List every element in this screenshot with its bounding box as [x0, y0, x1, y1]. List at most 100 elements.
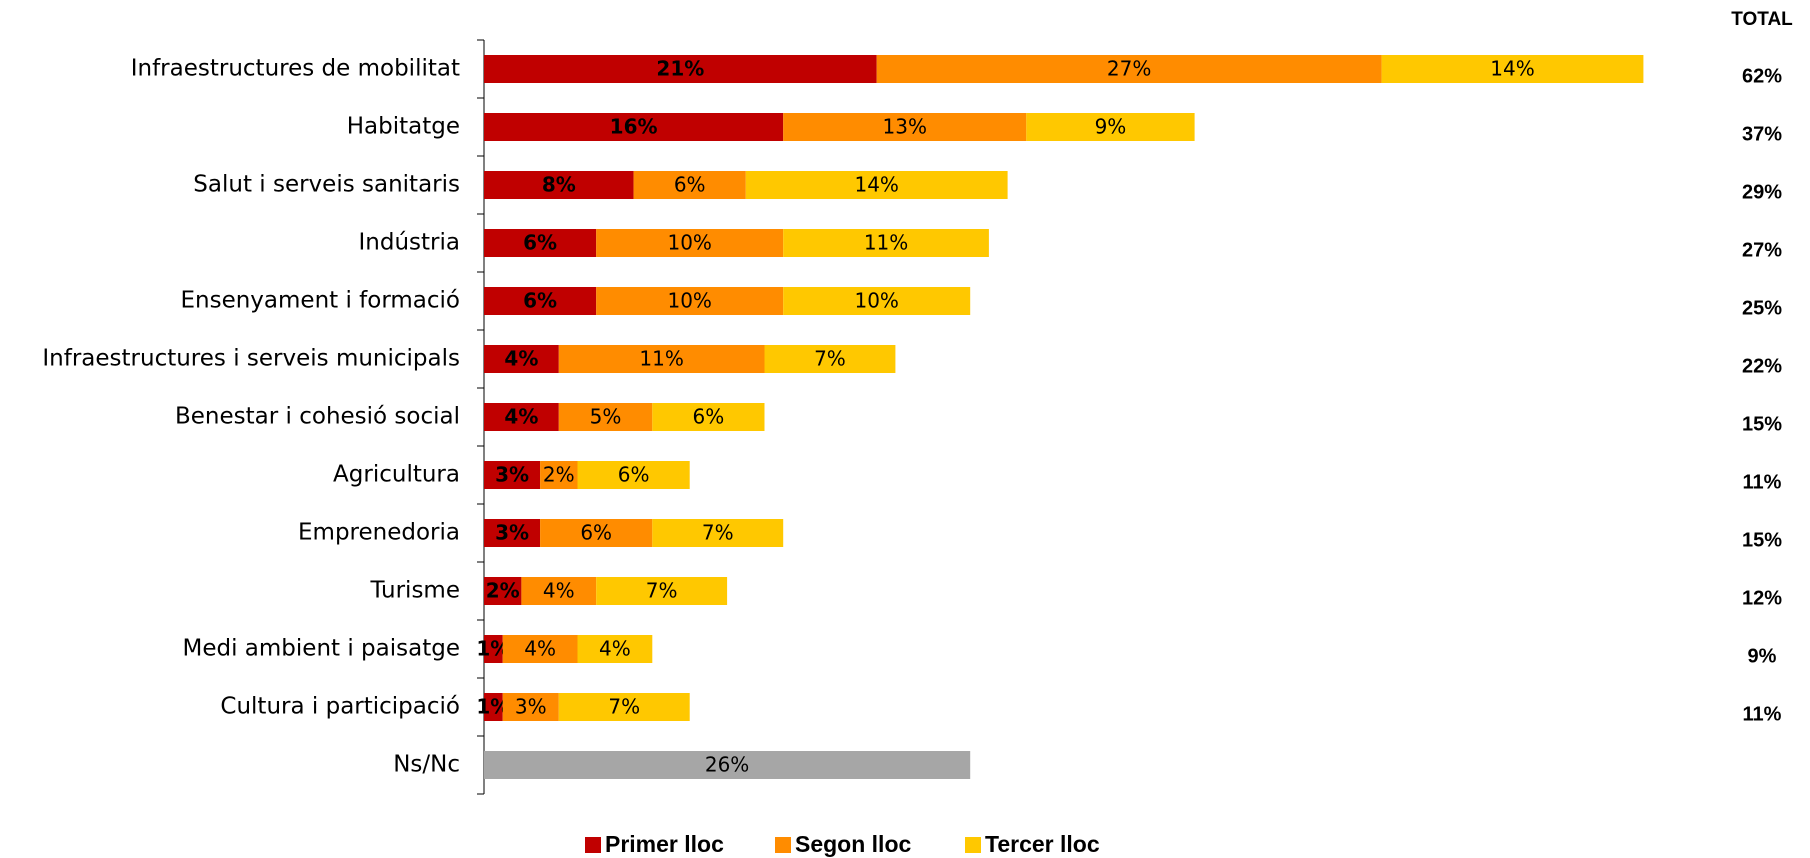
- legend-swatch: [775, 837, 791, 853]
- bar-segment: [502, 693, 559, 721]
- value-label: 5%: [590, 405, 622, 429]
- bar-segment: [577, 461, 690, 489]
- bar-segment: [1026, 113, 1195, 141]
- category-label: Medi ambient i paisatge: [183, 636, 460, 662]
- total-label: 9%: [1748, 645, 1777, 667]
- bar-segment: [540, 461, 578, 489]
- value-label: 6%: [674, 173, 706, 197]
- total-label: 29%: [1742, 181, 1782, 203]
- value-label: 10%: [854, 289, 898, 313]
- category-label: Cultura i participació: [220, 694, 460, 720]
- value-label: 3%: [515, 695, 547, 719]
- total-label: 37%: [1742, 123, 1782, 145]
- bar-segment: [484, 171, 634, 199]
- bar-segment: [502, 635, 578, 663]
- category-label: Salut i serveis sanitaris: [193, 172, 460, 198]
- legend-label: Segon lloc: [795, 831, 912, 857]
- value-label: 6%: [580, 521, 612, 545]
- bar-segment: [484, 55, 877, 83]
- value-label: 11%: [864, 231, 908, 255]
- bar-segment: [484, 345, 559, 373]
- value-label: 6%: [693, 405, 725, 429]
- total-label: 25%: [1742, 297, 1782, 319]
- category-label: Emprenedoria: [298, 520, 460, 546]
- bar-segment: [876, 55, 1382, 83]
- category-label: Indústria: [359, 230, 460, 256]
- bar-segment: [783, 287, 971, 315]
- bar-segment: [484, 113, 784, 141]
- legend-swatch: [585, 837, 601, 853]
- bar-segment: [596, 577, 728, 605]
- category-label: Habitatge: [347, 114, 460, 140]
- legend-label: Tercer lloc: [985, 831, 1100, 857]
- value-label: 3%: [495, 463, 529, 487]
- value-label: 14%: [854, 173, 898, 197]
- category-label: Agricultura: [333, 462, 460, 488]
- bar-segment: [783, 229, 989, 257]
- bar: [484, 751, 971, 779]
- value-label: 6%: [618, 463, 650, 487]
- value-label: 7%: [608, 695, 640, 719]
- bar-segment: [652, 403, 765, 431]
- category-label: Benestar i cohesió social: [175, 404, 460, 430]
- total-label: 15%: [1742, 529, 1782, 551]
- bar-segment: [484, 287, 597, 315]
- value-label: 11%: [639, 347, 683, 371]
- bar-segment: [521, 577, 597, 605]
- value-label: 9%: [1095, 115, 1127, 139]
- total-label: 62%: [1742, 65, 1782, 87]
- value-label: 6%: [523, 231, 557, 255]
- bar-segment: [484, 693, 503, 721]
- bar-segment: [540, 519, 653, 547]
- value-label: 7%: [814, 347, 846, 371]
- value-label: 4%: [524, 637, 556, 661]
- value-label: 6%: [523, 289, 557, 313]
- bar-segment: [484, 577, 522, 605]
- bar-segment: [745, 171, 1008, 199]
- value-label: 4%: [543, 579, 575, 603]
- category-label: Infraestructures i serveis municipals: [42, 346, 460, 372]
- value-label: 3%: [495, 521, 529, 545]
- value-label: 10%: [667, 289, 711, 313]
- value-label: 21%: [656, 57, 704, 81]
- total-label: 15%: [1742, 413, 1782, 435]
- bar-segment: [558, 345, 765, 373]
- value-label: 16%: [610, 115, 658, 139]
- totals-header: TOTAL: [1731, 9, 1793, 30]
- total-label: 12%: [1742, 587, 1782, 609]
- bar-segment: [484, 519, 541, 547]
- category-label: Ensenyament i formació: [180, 288, 460, 314]
- value-label: 13%: [883, 115, 927, 139]
- value-label: 26%: [705, 753, 749, 777]
- bar-segment: [484, 635, 503, 663]
- legend-swatch: [965, 837, 981, 853]
- legend-label: Primer lloc: [605, 831, 724, 857]
- bar-segment: [558, 403, 653, 431]
- value-label: 27%: [1107, 57, 1151, 81]
- value-label: 10%: [667, 231, 711, 255]
- bar-segment: [652, 519, 784, 547]
- total-label: 11%: [1743, 471, 1782, 493]
- total-label: 27%: [1742, 239, 1782, 261]
- bar-segment: [1381, 55, 1644, 83]
- bar-segment: [577, 635, 653, 663]
- value-label: 2%: [543, 463, 575, 487]
- category-label: Ns/Nc: [393, 752, 460, 778]
- value-label: 8%: [542, 173, 576, 197]
- total-label: 22%: [1742, 355, 1782, 377]
- bar-segment: [783, 113, 1027, 141]
- value-label: 7%: [646, 579, 678, 603]
- category-label: Infraestructures de mobilitat: [131, 56, 460, 82]
- value-label: 4%: [504, 347, 538, 371]
- bar-segment: [484, 403, 559, 431]
- bar-segment: [764, 345, 896, 373]
- value-label: 4%: [599, 637, 631, 661]
- bar-segment: [484, 461, 541, 489]
- bar-segment: [633, 171, 746, 199]
- value-label: 2%: [486, 579, 520, 603]
- value-label: 7%: [702, 521, 734, 545]
- category-label: Turisme: [369, 578, 460, 604]
- value-label: 4%: [504, 405, 538, 429]
- bar-segment: [484, 229, 597, 257]
